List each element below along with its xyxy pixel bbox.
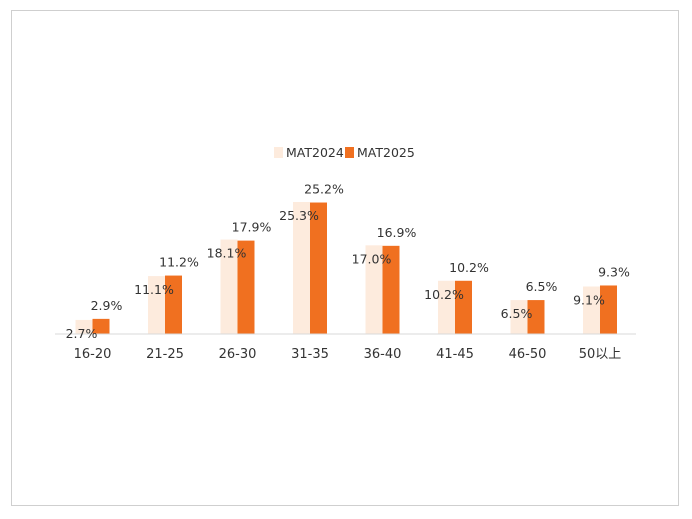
- legend-swatch-1: [345, 147, 354, 158]
- data-label-mat2024-1: 11.1%: [134, 282, 174, 297]
- data-label-mat2025-0: 2.9%: [91, 298, 123, 313]
- data-label-mat2024-5: 10.2%: [424, 287, 464, 302]
- bar-mat2024-4: [365, 245, 383, 334]
- legend-label-1: MAT2025: [357, 145, 415, 160]
- data-label-mat2024-4: 17.0%: [352, 251, 392, 266]
- data-label-mat2024-2: 18.1%: [207, 246, 247, 261]
- x-tick-label-2: 26-30: [219, 347, 257, 362]
- data-label-mat2024-6: 6.5%: [501, 306, 533, 321]
- data-label-mat2025-6: 6.5%: [526, 279, 558, 294]
- data-label-mat2025-3: 25.2%: [304, 182, 344, 197]
- bar-mat2024-1: [148, 276, 165, 334]
- x-tick-label-0: 16-20: [74, 347, 112, 362]
- bar-mat2025-4: [382, 245, 400, 334]
- x-tick-label-1: 21-25: [146, 347, 184, 362]
- data-labels-group: 2.7% 2.9% 11.1% 11.2% 18.1% 17.9% 25.3% 25.2% 17…: [66, 182, 630, 341]
- x-tick-label-7: 50以上: [579, 347, 622, 362]
- bar-mat2024-6: [510, 300, 528, 334]
- x-tick-label-4: 36-40: [364, 347, 402, 362]
- legend-label-0: MAT2024: [286, 145, 344, 160]
- bar-mat2025-0: [92, 318, 110, 334]
- x-tick-label-5: 41-45: [436, 347, 474, 362]
- data-label-mat2024-7: 9.1%: [573, 293, 605, 308]
- bar-mat2025-1: [165, 275, 182, 334]
- data-label-mat2025-7: 9.3%: [598, 264, 630, 279]
- bar-mat2025-7: [600, 285, 617, 334]
- data-label-mat2024-0: 2.7%: [66, 326, 98, 341]
- data-label-mat2025-4: 16.9%: [377, 225, 417, 240]
- bar-mat2025-6: [527, 300, 545, 334]
- bar-mat2024-0: [75, 319, 93, 334]
- bar-mat2024-7: [583, 286, 600, 334]
- bar-mat2024-3: [293, 202, 310, 334]
- legend-swatch-0: [274, 147, 283, 158]
- bar-mat2025-5: [455, 280, 472, 334]
- x-tick-label-3: 31-35: [291, 347, 329, 362]
- data-label-mat2025-1: 11.2%: [159, 255, 199, 270]
- bar-mat2025-3: [310, 202, 327, 334]
- data-label-mat2025-2: 17.9%: [232, 220, 272, 235]
- legend: MAT2024 MAT2025: [274, 145, 415, 160]
- bar-mat2024-2: [220, 239, 238, 334]
- data-label-mat2025-5: 10.2%: [449, 260, 489, 275]
- chart-frame: [11, 10, 679, 506]
- bars-group: [75, 202, 617, 334]
- bar-mat2025-2: [237, 240, 255, 334]
- x-tick-labels: 16-20 21-25 26-30 31-35 36-40 41-45 46-50 50以上: [74, 347, 622, 362]
- data-label-mat2024-3: 25.3%: [279, 208, 319, 223]
- bar-mat2024-5: [438, 280, 455, 334]
- x-tick-label-6: 46-50: [509, 347, 547, 362]
